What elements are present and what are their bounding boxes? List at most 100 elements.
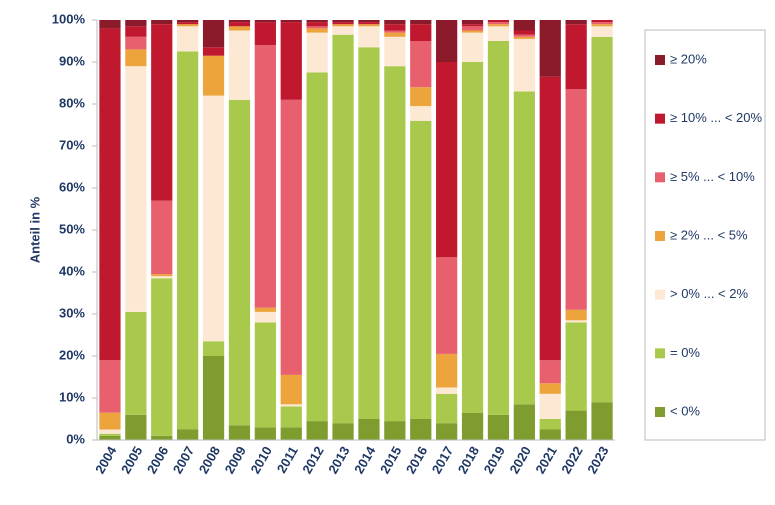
bar-segment: [99, 360, 121, 413]
y-tick-label: 100%: [52, 11, 86, 26]
legend-label: ≥ 2% ... < 5%: [670, 227, 748, 242]
x-tick-label: 2016: [403, 444, 430, 477]
bar-segment: [177, 24, 199, 27]
bar-segment: [513, 38, 535, 92]
bar-segment: [591, 22, 613, 25]
bar-segment: [306, 32, 328, 73]
bar-segment: [202, 341, 225, 356]
bar-segment: [565, 322, 587, 411]
bar-segment: [280, 99, 302, 375]
bar-segment: [280, 406, 302, 428]
bar-segment: [358, 24, 380, 27]
bar-segment: [487, 24, 510, 27]
bar-segment: [228, 26, 251, 31]
bar-segment: [410, 106, 432, 121]
bar-segment: [99, 412, 121, 430]
x-tick-label: 2013: [325, 444, 352, 477]
bar-segment: [461, 30, 484, 33]
bar-segment: [202, 95, 225, 342]
bar-segment: [591, 26, 613, 37]
legend-label: > 0% ... < 2%: [670, 286, 748, 301]
bar-segment: [151, 278, 173, 436]
x-tick-label: 2012: [299, 444, 326, 477]
bar-segment: [177, 26, 199, 52]
bar-segment: [410, 120, 432, 420]
x-tick-label: 2018: [455, 444, 482, 477]
x-tick-label: 2014: [351, 443, 379, 476]
legend-label: ≥ 10% ... < 20%: [670, 110, 762, 125]
bar-segment: [254, 45, 276, 308]
bar-segment: [436, 257, 458, 354]
legend-swatch: [655, 407, 665, 417]
bar-segment: [436, 62, 458, 258]
bar-segment: [539, 419, 561, 430]
x-tick-label: 2017: [429, 444, 456, 477]
x-tick-label: 2005: [118, 444, 145, 477]
bar-segment: [125, 311, 147, 415]
bar-segment: [384, 36, 406, 67]
bar-segment: [539, 76, 561, 361]
bar-segment: [565, 410, 587, 440]
bar-segment: [332, 423, 354, 440]
bar-segment: [487, 41, 510, 415]
bar-segment: [125, 414, 147, 440]
bar-segment: [565, 320, 587, 323]
bar-segment: [306, 22, 328, 27]
legend-swatch: [655, 172, 665, 183]
bar-segment: [539, 383, 561, 394]
legend-label: ≥ 20%: [670, 51, 707, 66]
bar-segment: [410, 24, 432, 41]
bar-segment: [177, 22, 199, 25]
x-tick-label: 2023: [584, 444, 611, 477]
bar-segment: [461, 20, 484, 25]
bar-segment: [358, 22, 380, 25]
bar-segment: [565, 24, 587, 90]
bar-segment: [358, 47, 380, 420]
bar-segment: [99, 28, 121, 361]
y-tick-label: 60%: [59, 179, 85, 194]
bar-segment: [565, 20, 587, 25]
bar-segment: [410, 87, 432, 107]
bar-segment: [410, 20, 432, 25]
bar-segment: [177, 20, 199, 23]
y-tick-label: 20%: [59, 347, 85, 362]
bar-segment: [436, 20, 458, 62]
y-tick-label: 70%: [59, 137, 85, 152]
bar-segment: [487, 26, 510, 41]
x-tick-label: 2006: [144, 444, 171, 477]
bar-segment: [513, 30, 535, 35]
bar-segment: [125, 36, 147, 50]
y-tick-label: 90%: [59, 53, 85, 68]
legend-label: = 0%: [670, 345, 700, 360]
bar-segment: [254, 307, 276, 312]
legend-swatch: [655, 289, 665, 300]
bar-segment: [513, 36, 535, 39]
legend-label: ≥ 5% ... < 10%: [670, 169, 755, 184]
bar-segment: [487, 414, 510, 440]
bar-segment: [591, 24, 613, 27]
y-axis-title: Anteil in %: [27, 196, 42, 263]
bar-segment: [228, 99, 251, 426]
bar-segment: [461, 26, 484, 31]
legend-label: < 0%: [670, 403, 700, 418]
bar-segment: [202, 356, 225, 440]
bar-segment: [280, 404, 302, 407]
bar-segment: [436, 353, 458, 388]
bar-segment: [280, 374, 302, 405]
bar-segment: [513, 20, 535, 31]
x-tick-label: 2015: [377, 444, 404, 477]
bar-segment: [306, 26, 328, 29]
bar-segment: [202, 47, 225, 56]
x-tick-label: 2021: [532, 444, 559, 477]
bar-segment: [461, 412, 484, 440]
bar-segment: [461, 32, 484, 62]
bar-segment: [513, 34, 535, 37]
y-tick-label: 0%: [66, 431, 85, 446]
bar-segment: [125, 49, 147, 67]
bar-segment: [151, 276, 173, 279]
x-tick-label: 2011: [274, 444, 301, 476]
bar-segment: [228, 22, 251, 27]
bar-segment: [384, 66, 406, 422]
bar-segment: [125, 20, 147, 27]
